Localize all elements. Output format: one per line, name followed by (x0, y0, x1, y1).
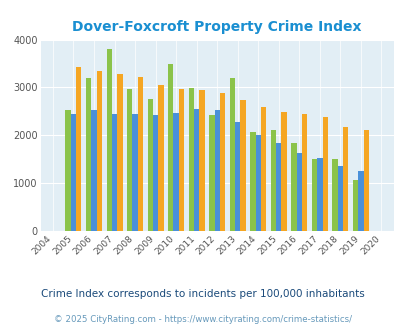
Bar (281, 112, 286, 231)
Bar (194, 109, 199, 231)
Bar (296, 152, 301, 231)
Bar (76, 67, 81, 231)
Bar (199, 90, 204, 231)
Bar (209, 115, 214, 231)
Bar (342, 127, 347, 231)
Bar (260, 107, 266, 231)
Bar (214, 110, 220, 231)
Bar (158, 85, 163, 231)
Bar (86, 78, 91, 231)
Bar (173, 113, 178, 231)
Bar (168, 64, 173, 231)
Text: © 2025 CityRating.com - https://www.cityrating.com/crime-statistics/: © 2025 CityRating.com - https://www.city… (54, 315, 351, 324)
Bar (178, 89, 184, 231)
Bar (316, 158, 322, 231)
Bar (301, 114, 307, 231)
Bar (337, 166, 342, 231)
Bar (291, 143, 296, 231)
Bar (322, 116, 327, 231)
Bar (147, 99, 153, 231)
Bar (188, 88, 194, 231)
Bar (127, 89, 132, 231)
Bar (91, 110, 96, 231)
Bar (275, 143, 281, 231)
Bar (234, 122, 240, 231)
Bar (132, 114, 137, 231)
Bar (270, 130, 275, 231)
Bar (112, 114, 117, 231)
Bar (117, 74, 122, 231)
Bar (363, 130, 368, 231)
Bar (249, 132, 255, 231)
Bar (357, 171, 363, 231)
Title: Dover-Foxcroft Property Crime Index: Dover-Foxcroft Property Crime Index (72, 20, 361, 34)
Bar (255, 135, 260, 231)
Bar (153, 115, 158, 231)
Bar (70, 114, 76, 231)
Bar (137, 77, 143, 231)
Bar (311, 159, 316, 231)
Bar (240, 100, 245, 231)
Bar (106, 49, 112, 231)
Bar (352, 180, 357, 231)
Bar (220, 93, 225, 231)
Bar (65, 111, 70, 231)
Bar (332, 159, 337, 231)
Text: Crime Index corresponds to incidents per 100,000 inhabitants: Crime Index corresponds to incidents per… (41, 289, 364, 299)
Bar (96, 71, 102, 231)
Bar (229, 78, 234, 231)
